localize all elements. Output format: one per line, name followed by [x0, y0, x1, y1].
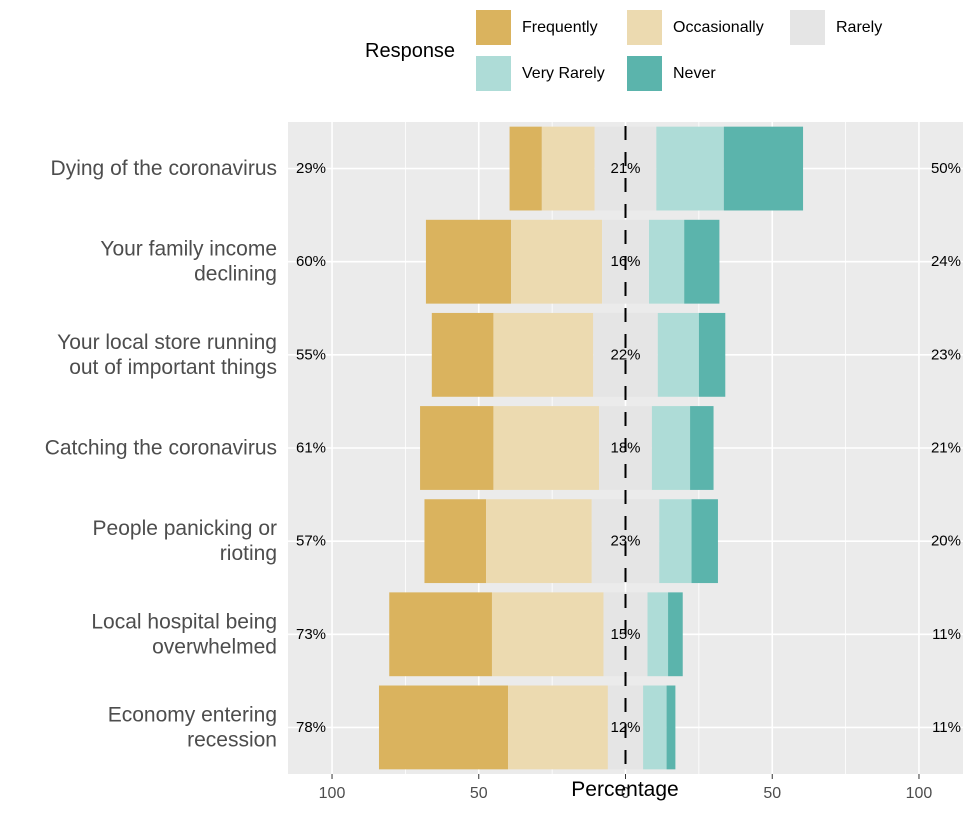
left-percent-label: 78%: [296, 719, 326, 736]
bar-occasionally: [508, 685, 608, 770]
right-percent-label: 24%: [931, 253, 961, 270]
right-percent-label: 23%: [931, 346, 961, 363]
legend-item: Never: [627, 56, 716, 91]
bar-never: [698, 312, 726, 397]
bar-rarely: [594, 126, 657, 211]
bar-frequently: [420, 406, 494, 490]
left-percent-label: 55%: [296, 346, 326, 363]
center-percent-label: 22%: [610, 346, 640, 363]
legend-label: Frequently: [522, 19, 598, 36]
legend-label: Never: [673, 65, 716, 82]
bars: [378, 126, 804, 770]
legend-label: Very Rarely: [522, 65, 605, 82]
legend: Response Frequently Occasionally Rarely Very…: [365, 10, 882, 91]
bar-very-rarely: [657, 312, 699, 397]
bar-occasionally: [491, 592, 604, 677]
category-label: Your local store running out of important…: [57, 331, 277, 379]
center-percent-label: 16%: [610, 253, 640, 270]
left-percent-label: 57%: [296, 533, 326, 550]
bar-frequently: [389, 592, 492, 677]
bar-very-rarely: [651, 406, 691, 490]
right-percent-label: 50%: [931, 160, 961, 177]
category-label: Local hospital being overwhelmed: [91, 610, 277, 658]
legend-label: Occasionally: [673, 19, 764, 36]
x-tick-label: 100: [319, 785, 346, 802]
bar-never: [666, 685, 676, 770]
left-percent-label: 61%: [296, 440, 326, 457]
category-label: Catching the coronavirus: [45, 437, 277, 460]
bar-occasionally: [493, 406, 600, 490]
bar-very-rarely: [656, 126, 724, 211]
center-percent-label: 12%: [610, 719, 640, 736]
bar-frequently: [431, 312, 494, 397]
x-tick-label: 50: [763, 785, 781, 802]
center-percent-label: 21%: [610, 160, 640, 177]
bar-very-rarely: [647, 592, 669, 677]
category-label: Dying of the coronavirus: [51, 157, 277, 180]
right-percent-label: 21%: [931, 440, 961, 457]
right-percent-label: 20%: [931, 533, 961, 550]
bar-occasionally: [493, 312, 594, 397]
bar-occasionally: [486, 499, 592, 584]
legend-swatch: [476, 10, 511, 45]
legend-item: Rarely: [790, 10, 882, 45]
category-label: Your family income declining: [100, 238, 277, 286]
bar-never: [723, 126, 804, 211]
x-tick-label: 50: [470, 785, 488, 802]
legend-swatch: [476, 56, 511, 91]
bar-never: [691, 499, 718, 584]
bar-very-rarely: [648, 219, 685, 304]
bar-occasionally: [541, 126, 595, 211]
left-percent-label: 60%: [296, 253, 326, 270]
x-axis-label: Percentage: [571, 778, 678, 801]
x-tick-label: 0: [621, 785, 630, 802]
left-percent-label: 29%: [296, 160, 326, 177]
bar-never: [684, 219, 720, 304]
legend-item: Very Rarely: [476, 56, 605, 91]
bar-frequently: [425, 219, 512, 304]
legend-swatch: [627, 10, 662, 45]
bar-frequently: [424, 499, 487, 584]
legend-item: Frequently: [476, 10, 598, 45]
left-percent-label: 73%: [296, 626, 326, 643]
legend-title: Response: [365, 40, 455, 62]
right-percent-label: 11%: [932, 719, 961, 736]
center-percent-label: 15%: [610, 626, 640, 643]
legend-label: Rarely: [836, 19, 882, 36]
center-percent-label: 23%: [610, 533, 640, 550]
bar-very-rarely: [643, 685, 667, 770]
bar-occasionally: [511, 219, 603, 304]
category-label: People panicking or rioting: [93, 517, 277, 565]
center-percent-label: 18%: [610, 440, 640, 457]
legend-swatch: [627, 56, 662, 91]
legend-item: Occasionally: [627, 10, 764, 45]
bar-rarely: [593, 312, 658, 397]
bar-very-rarely: [659, 499, 692, 584]
bar-never: [690, 406, 714, 490]
bar-never: [668, 592, 683, 677]
bar-frequently: [378, 685, 509, 770]
right-percent-label: 11%: [932, 626, 961, 643]
bar-frequently: [509, 126, 542, 211]
x-tick-label: 100: [906, 785, 933, 802]
legend-swatch: [790, 10, 825, 45]
value-labels: 29% 21% 50% 60% 16% 24% 55% 22% 23% 61% 18% 21% 57% 2…: [296, 160, 961, 736]
y-axis-labels: Dying of the coronavirus Your family inco…: [45, 157, 277, 751]
category-label: Economy entering recession: [108, 703, 277, 751]
x-axis-ticks: 100 50 0 50 100: [319, 774, 933, 802]
